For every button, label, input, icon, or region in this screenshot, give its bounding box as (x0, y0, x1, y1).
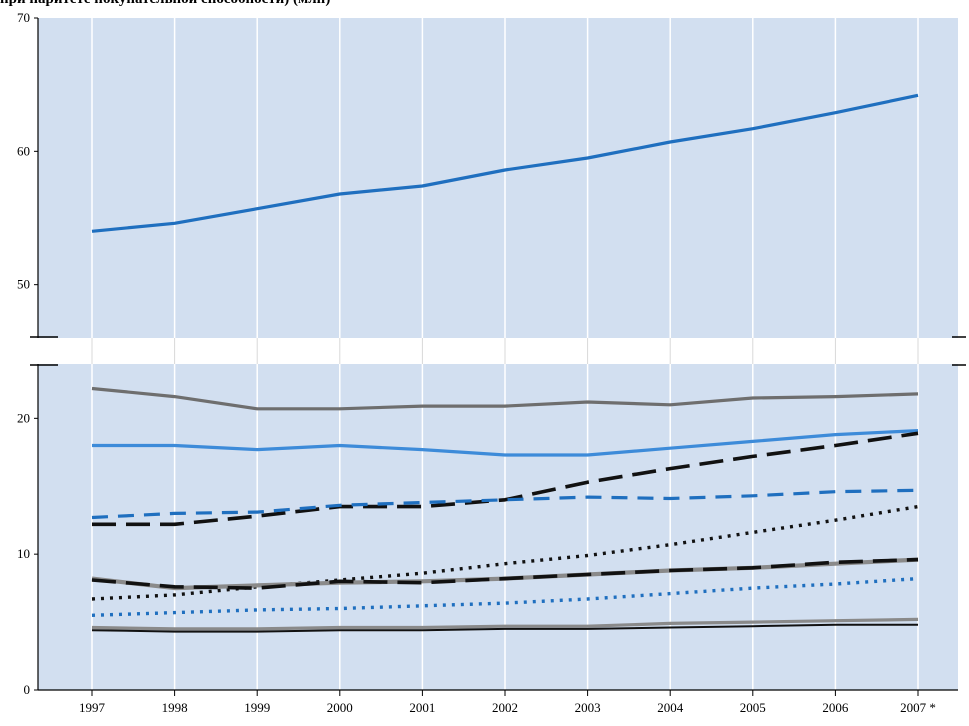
series-line-3 (92, 429, 919, 457)
series-line-8 (91, 557, 919, 590)
series-line-6 (91, 504, 919, 601)
upper-plot-area (38, 18, 958, 338)
series-line-9 (91, 576, 919, 617)
series-line-2 (91, 386, 919, 411)
x-tick-label: 2007 * (900, 700, 936, 715)
y-tick-label: 50 (17, 277, 30, 292)
x-tick-label: 2003 (575, 700, 601, 715)
x-tick-label: 2004 (657, 700, 684, 715)
y-tick-label: 0 (24, 682, 31, 697)
series-line-1 (91, 93, 919, 233)
x-tick-label: 2000 (327, 700, 353, 715)
x-tick-label: 2006 (822, 700, 849, 715)
x-tick-label: 1998 (162, 700, 188, 715)
y-tick-label: 60 (17, 143, 30, 158)
series-line-5 (91, 488, 919, 520)
y-tick-label: 70 (17, 10, 30, 25)
y-tick-label: 20 (17, 410, 30, 425)
x-tick-label: 2001 (409, 700, 435, 715)
x-tick-label: 1997 (79, 700, 106, 715)
series-line-4 (92, 431, 919, 527)
series-line-11 (91, 623, 918, 633)
series-line-10 (91, 617, 919, 631)
chart-title: при паритете покупательной способности) … (0, 0, 330, 8)
y-tick-label: 10 (17, 546, 30, 561)
x-tick-label: 2005 (740, 700, 766, 715)
x-tick-label: 1999 (244, 700, 270, 715)
x-tick-label: 2002 (492, 700, 518, 715)
lower-plot-area (38, 364, 958, 690)
